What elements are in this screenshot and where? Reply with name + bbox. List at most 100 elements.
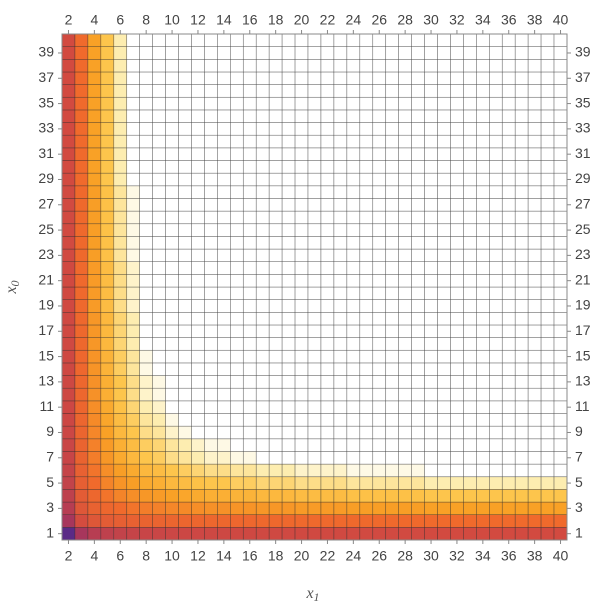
y-tick-label-left: 5 [46, 474, 54, 490]
heatmap-cell [359, 451, 374, 465]
heatmap-cell [217, 413, 231, 427]
heatmap-cell [398, 463, 412, 478]
heatmap-cell [217, 96, 231, 111]
y-tick-label-right: 7 [575, 448, 583, 464]
heatmap-cell [450, 172, 464, 187]
heatmap-cell [230, 425, 244, 440]
heatmap-cell [501, 261, 516, 275]
heatmap-cell [126, 274, 140, 288]
heatmap-cell [61, 58, 76, 73]
heatmap-cell [450, 84, 464, 98]
heatmap-cell [281, 337, 296, 351]
heatmap-cell [139, 349, 153, 364]
heatmap-cell [346, 337, 361, 351]
heatmap-cell [527, 109, 542, 123]
heatmap-cell [463, 337, 477, 351]
heatmap-cell [126, 223, 140, 237]
heatmap-cell [398, 172, 412, 187]
heatmap-cell [372, 349, 387, 364]
heatmap-cell [126, 58, 140, 73]
y-tick-label-right: 5 [575, 474, 583, 490]
heatmap-cell [217, 527, 231, 541]
heatmap-cell [217, 286, 231, 300]
heatmap-cell [255, 223, 270, 237]
heatmap-cell [437, 198, 451, 212]
heatmap-cell [178, 375, 192, 389]
heatmap-cell [553, 438, 568, 452]
heatmap-cell [372, 122, 387, 136]
heatmap-cell [450, 527, 464, 541]
heatmap-cell [152, 387, 166, 402]
heatmap-cell [346, 349, 361, 364]
heatmap-cell [489, 134, 503, 149]
heatmap-cell [540, 274, 555, 288]
heatmap-cell [281, 261, 296, 275]
heatmap-cell [320, 223, 335, 237]
heatmap-cell [411, 337, 425, 351]
heatmap-cell [152, 425, 166, 440]
heatmap-cell [527, 311, 542, 326]
heatmap-cells [61, 33, 568, 541]
heatmap-cell [320, 33, 335, 47]
heatmap-cell [359, 134, 374, 149]
heatmap-cell [320, 451, 335, 465]
heatmap-cell [501, 311, 516, 326]
x-tick-label-top: 14 [216, 12, 232, 28]
heatmap-cell [553, 223, 568, 237]
y-tick-label-right: 17 [575, 322, 591, 338]
heatmap-cell [61, 400, 76, 414]
heatmap-cell [346, 286, 361, 300]
heatmap-cell [165, 299, 179, 313]
heatmap-cell [217, 362, 231, 376]
heatmap-cell [139, 84, 153, 98]
heatmap-cell [126, 489, 140, 503]
heatmap-cell [385, 527, 399, 541]
heatmap-cell [307, 223, 322, 237]
heatmap-cell [113, 134, 128, 149]
heatmap-cell [450, 299, 464, 313]
heatmap-cell [87, 527, 102, 541]
heatmap-cell [489, 337, 503, 351]
heatmap-cell [61, 261, 76, 275]
heatmap-cell [204, 109, 218, 123]
heatmap-cell [307, 375, 322, 389]
heatmap-cell [514, 362, 529, 376]
heatmap-cell [476, 286, 490, 300]
heatmap-cell [217, 261, 231, 275]
heatmap-cell [333, 198, 348, 212]
heatmap-cell [242, 109, 257, 123]
heatmap-cell [152, 84, 166, 98]
heatmap-cell [489, 514, 503, 528]
heatmap-cell [333, 185, 348, 199]
heatmap-cell [87, 84, 102, 98]
heatmap-cell [74, 198, 89, 212]
heatmap-cell [268, 501, 283, 515]
heatmap-cell [385, 134, 399, 149]
heatmap-cell [307, 160, 322, 174]
heatmap-cell [385, 375, 399, 389]
heatmap-cell [463, 274, 477, 288]
heatmap-cell [501, 134, 516, 149]
heatmap-cell [255, 33, 270, 47]
heatmap-cell [527, 185, 542, 199]
heatmap-cell [281, 349, 296, 364]
heatmap-cell [61, 185, 76, 199]
heatmap-cell [191, 71, 205, 85]
x-tick-label-top: 10 [164, 12, 180, 28]
heatmap-cell [126, 451, 140, 465]
heatmap-cell [294, 337, 309, 351]
heatmap-cell [514, 375, 529, 389]
heatmap-cell [553, 514, 568, 528]
heatmap-cell [255, 501, 270, 515]
heatmap-cell [294, 501, 309, 515]
heatmap-cell [527, 324, 542, 338]
heatmap-cell [242, 223, 257, 237]
heatmap-cell [255, 476, 270, 490]
heatmap-cell [74, 311, 89, 326]
heatmap-cell [411, 527, 425, 541]
heatmap-cell [424, 514, 438, 528]
heatmap-cell [139, 33, 153, 47]
heatmap-cell [359, 286, 374, 300]
heatmap-cell [294, 311, 309, 326]
heatmap-cell [476, 84, 490, 98]
